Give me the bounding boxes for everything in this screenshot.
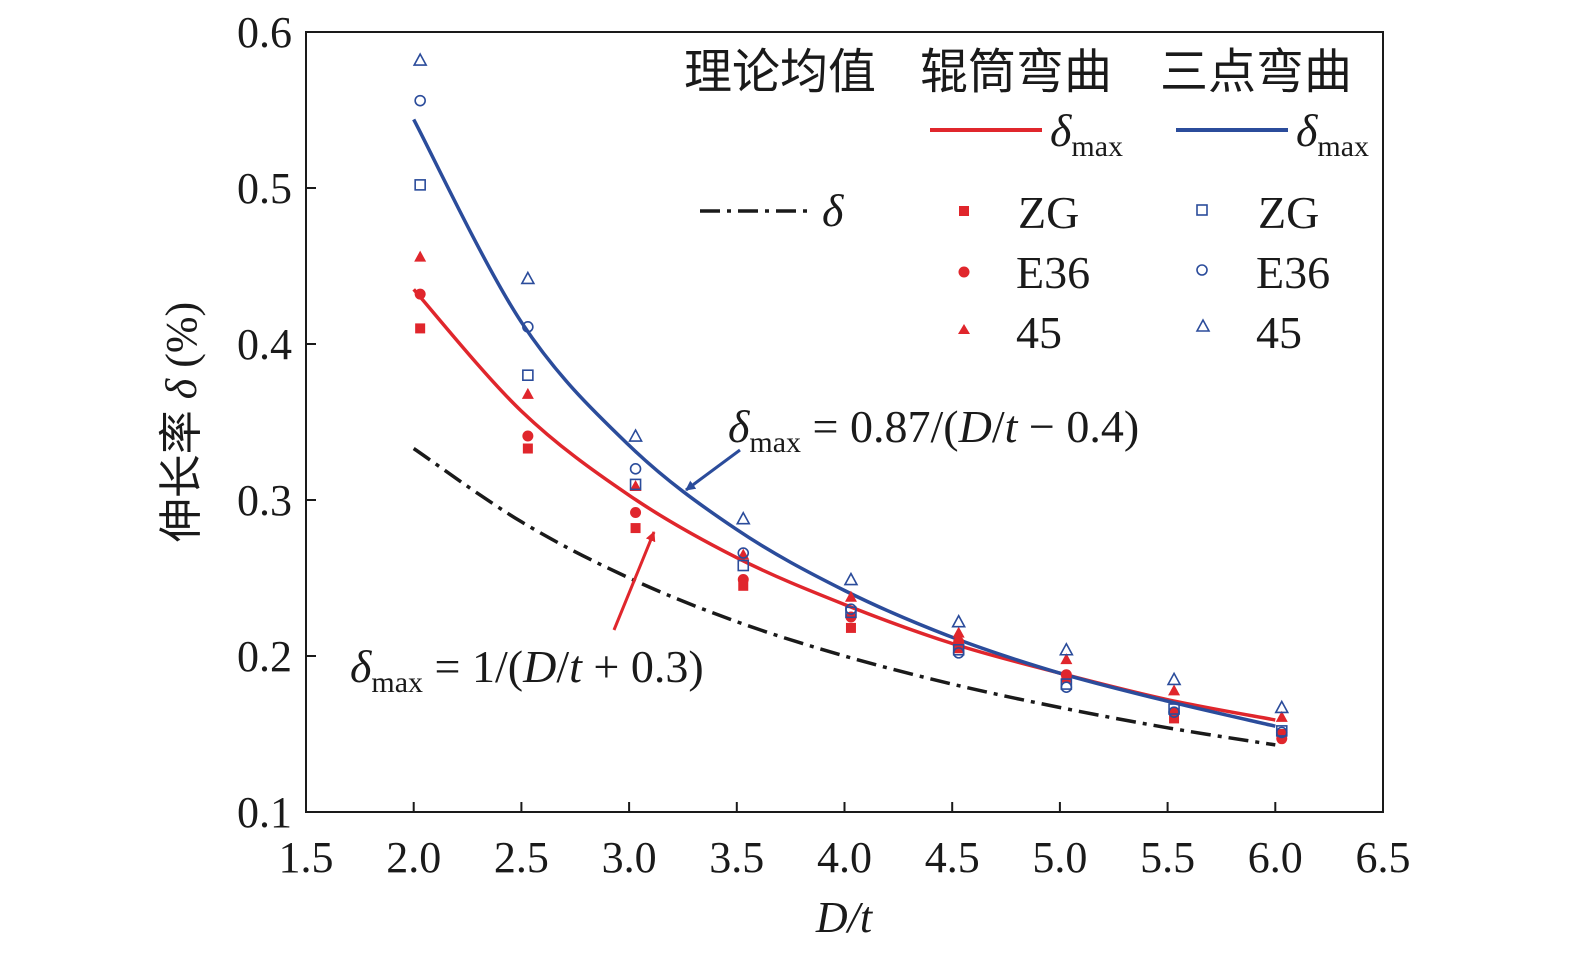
legend: 理论均值 辊筒弯曲 三点弯曲 δmax δmax δ ZG E36 45 ZG … [684, 46, 1369, 358]
y-tick-label: 0.1 [237, 788, 292, 837]
data-point-square-filled [415, 323, 426, 334]
data-point-circle-filled [414, 288, 426, 300]
x-tick-label: 6.5 [1356, 833, 1411, 882]
data-point-circle-open [1168, 706, 1180, 718]
annotation-red-arrow [612, 531, 656, 631]
annotation-blue-formula: δmax = 0.87/(D/t − 0.4) [728, 401, 1139, 459]
legend-marker-blue-zg [1196, 204, 1208, 216]
data-point-square-open [737, 559, 750, 572]
annotation-red-formula: δmax = 1/(D/t + 0.3) [350, 641, 704, 699]
annotation-blue: δmax = 0.87/(D/t − 0.4) [685, 401, 1139, 492]
curves [412, 118, 1276, 747]
legend-header-roller: 辊筒弯曲 [920, 46, 1112, 99]
data-point-circle-filled [953, 636, 965, 648]
theory-curve [412, 447, 1276, 747]
data-point-square-open [414, 179, 426, 191]
legend-marker-blue-e36 [1196, 264, 1208, 276]
data-point-triangle-open [520, 270, 536, 285]
y-tick-label: 0.4 [237, 320, 292, 369]
x-tick-label: 6.0 [1248, 833, 1303, 882]
legend-label-red-zg: ZG [1018, 187, 1079, 238]
data-point-triangle-filled [844, 590, 857, 602]
annotation-red: δmax = 1/(D/t + 0.3) [350, 531, 704, 699]
legend-label-blue-dmax: δmax [1296, 105, 1369, 163]
legend-header-three-point: 三点弯曲 [1160, 46, 1352, 99]
data-point-triangle-filled [1275, 710, 1288, 722]
data-point-circle-filled [522, 430, 534, 442]
x-tick-label: 2.5 [494, 833, 549, 882]
data-point-square-open [845, 606, 857, 619]
y-tick-label: 0.2 [237, 632, 292, 681]
data-point-circle-open [1275, 726, 1288, 739]
x-tick-label: 4.0 [817, 833, 872, 882]
x-tick-label: 4.5 [925, 833, 980, 882]
data-point-circle-open [1060, 681, 1073, 694]
data-point-triangle-filled [521, 387, 534, 399]
x-tick-label: 1.5 [279, 833, 334, 882]
data-point-square-filled [845, 622, 856, 633]
legend-label-red-e36: E36 [1016, 247, 1090, 298]
data-point-circle-open [737, 547, 750, 559]
data-point-triangle-filled [629, 479, 642, 491]
data-point-circle-open [845, 603, 857, 616]
data-point-triangle-filled [1060, 653, 1073, 665]
data-point-triangle-open [1166, 671, 1182, 686]
data-point-circle-filled [1060, 669, 1072, 681]
x-tick-label: 3.0 [602, 833, 657, 882]
fit-curve-1 [412, 118, 1276, 728]
data-point-triangle-open [1059, 642, 1074, 656]
legend-label-blue-e36: E36 [1256, 247, 1330, 298]
legend-label-blue-45: 45 [1256, 307, 1302, 358]
y-tick-label: 0.6 [237, 8, 292, 57]
data-point-triangle-open [628, 428, 643, 442]
data-point-triangle-filled [1168, 684, 1181, 696]
data-point-square-open [629, 478, 642, 491]
data-point-triangle-filled [414, 250, 427, 262]
data-markers [412, 52, 1290, 745]
y-axis-title: 伸长率 δ (%) [157, 302, 206, 542]
data-point-square-filled [738, 580, 749, 591]
data-point-circle-filled [630, 506, 642, 518]
legend-marker-red-zg [959, 206, 969, 216]
y-tick-label: 0.5 [237, 164, 292, 213]
data-point-triangle-filled [952, 626, 965, 638]
legend-label-red-dmax: δmax [1050, 105, 1123, 163]
data-point-square-filled [1169, 713, 1180, 724]
x-tick-label: 5.0 [1032, 833, 1087, 882]
x-axis-ticks: 1.5 2.0 2.5 3.0 3.5 4.0 4.5 5.0 5.5 6.0 6.5 [279, 802, 1411, 882]
x-axis-title: D/t [815, 893, 874, 942]
x-tick-label: 3.5 [709, 833, 764, 882]
y-axis-ticks: 0.1 0.2 0.3 0.4 0.5 0.6 [237, 8, 316, 837]
legend-header-theory: 理论均值 [684, 46, 876, 99]
data-point-square-filled [630, 523, 641, 534]
data-point-circle-open [952, 647, 965, 659]
data-point-circle-open [629, 462, 642, 475]
y-tick-label: 0.3 [237, 476, 292, 525]
data-point-square-open [952, 643, 965, 656]
data-point-triangle-open [843, 571, 859, 586]
x-tick-label: 5.5 [1140, 833, 1195, 882]
data-point-square-open [1060, 678, 1073, 690]
data-point-circle-open [414, 94, 426, 107]
legend-label-theory: δ [822, 185, 844, 236]
data-point-square-open [522, 369, 534, 382]
data-point-circle-filled [737, 574, 749, 586]
data-point-square-filled [522, 443, 533, 454]
data-point-triangle-open [1274, 699, 1290, 714]
data-point-circle-filled [1168, 706, 1180, 718]
data-point-triangle-open [412, 52, 428, 66]
legend-marker-blue-45 [1195, 318, 1211, 332]
legend-marker-red-e36 [958, 266, 970, 278]
data-point-triangle-open [951, 614, 967, 628]
x-tick-label: 2.0 [386, 833, 441, 882]
annotation-blue-arrow [685, 448, 741, 492]
legend-marker-red-45 [958, 324, 970, 334]
data-point-circle-open [522, 321, 534, 333]
legend-label-red-45: 45 [1016, 307, 1062, 358]
data-point-triangle-open [735, 511, 751, 525]
legend-label-blue-zg: ZG [1258, 187, 1319, 238]
data-point-square-open [1168, 703, 1180, 715]
